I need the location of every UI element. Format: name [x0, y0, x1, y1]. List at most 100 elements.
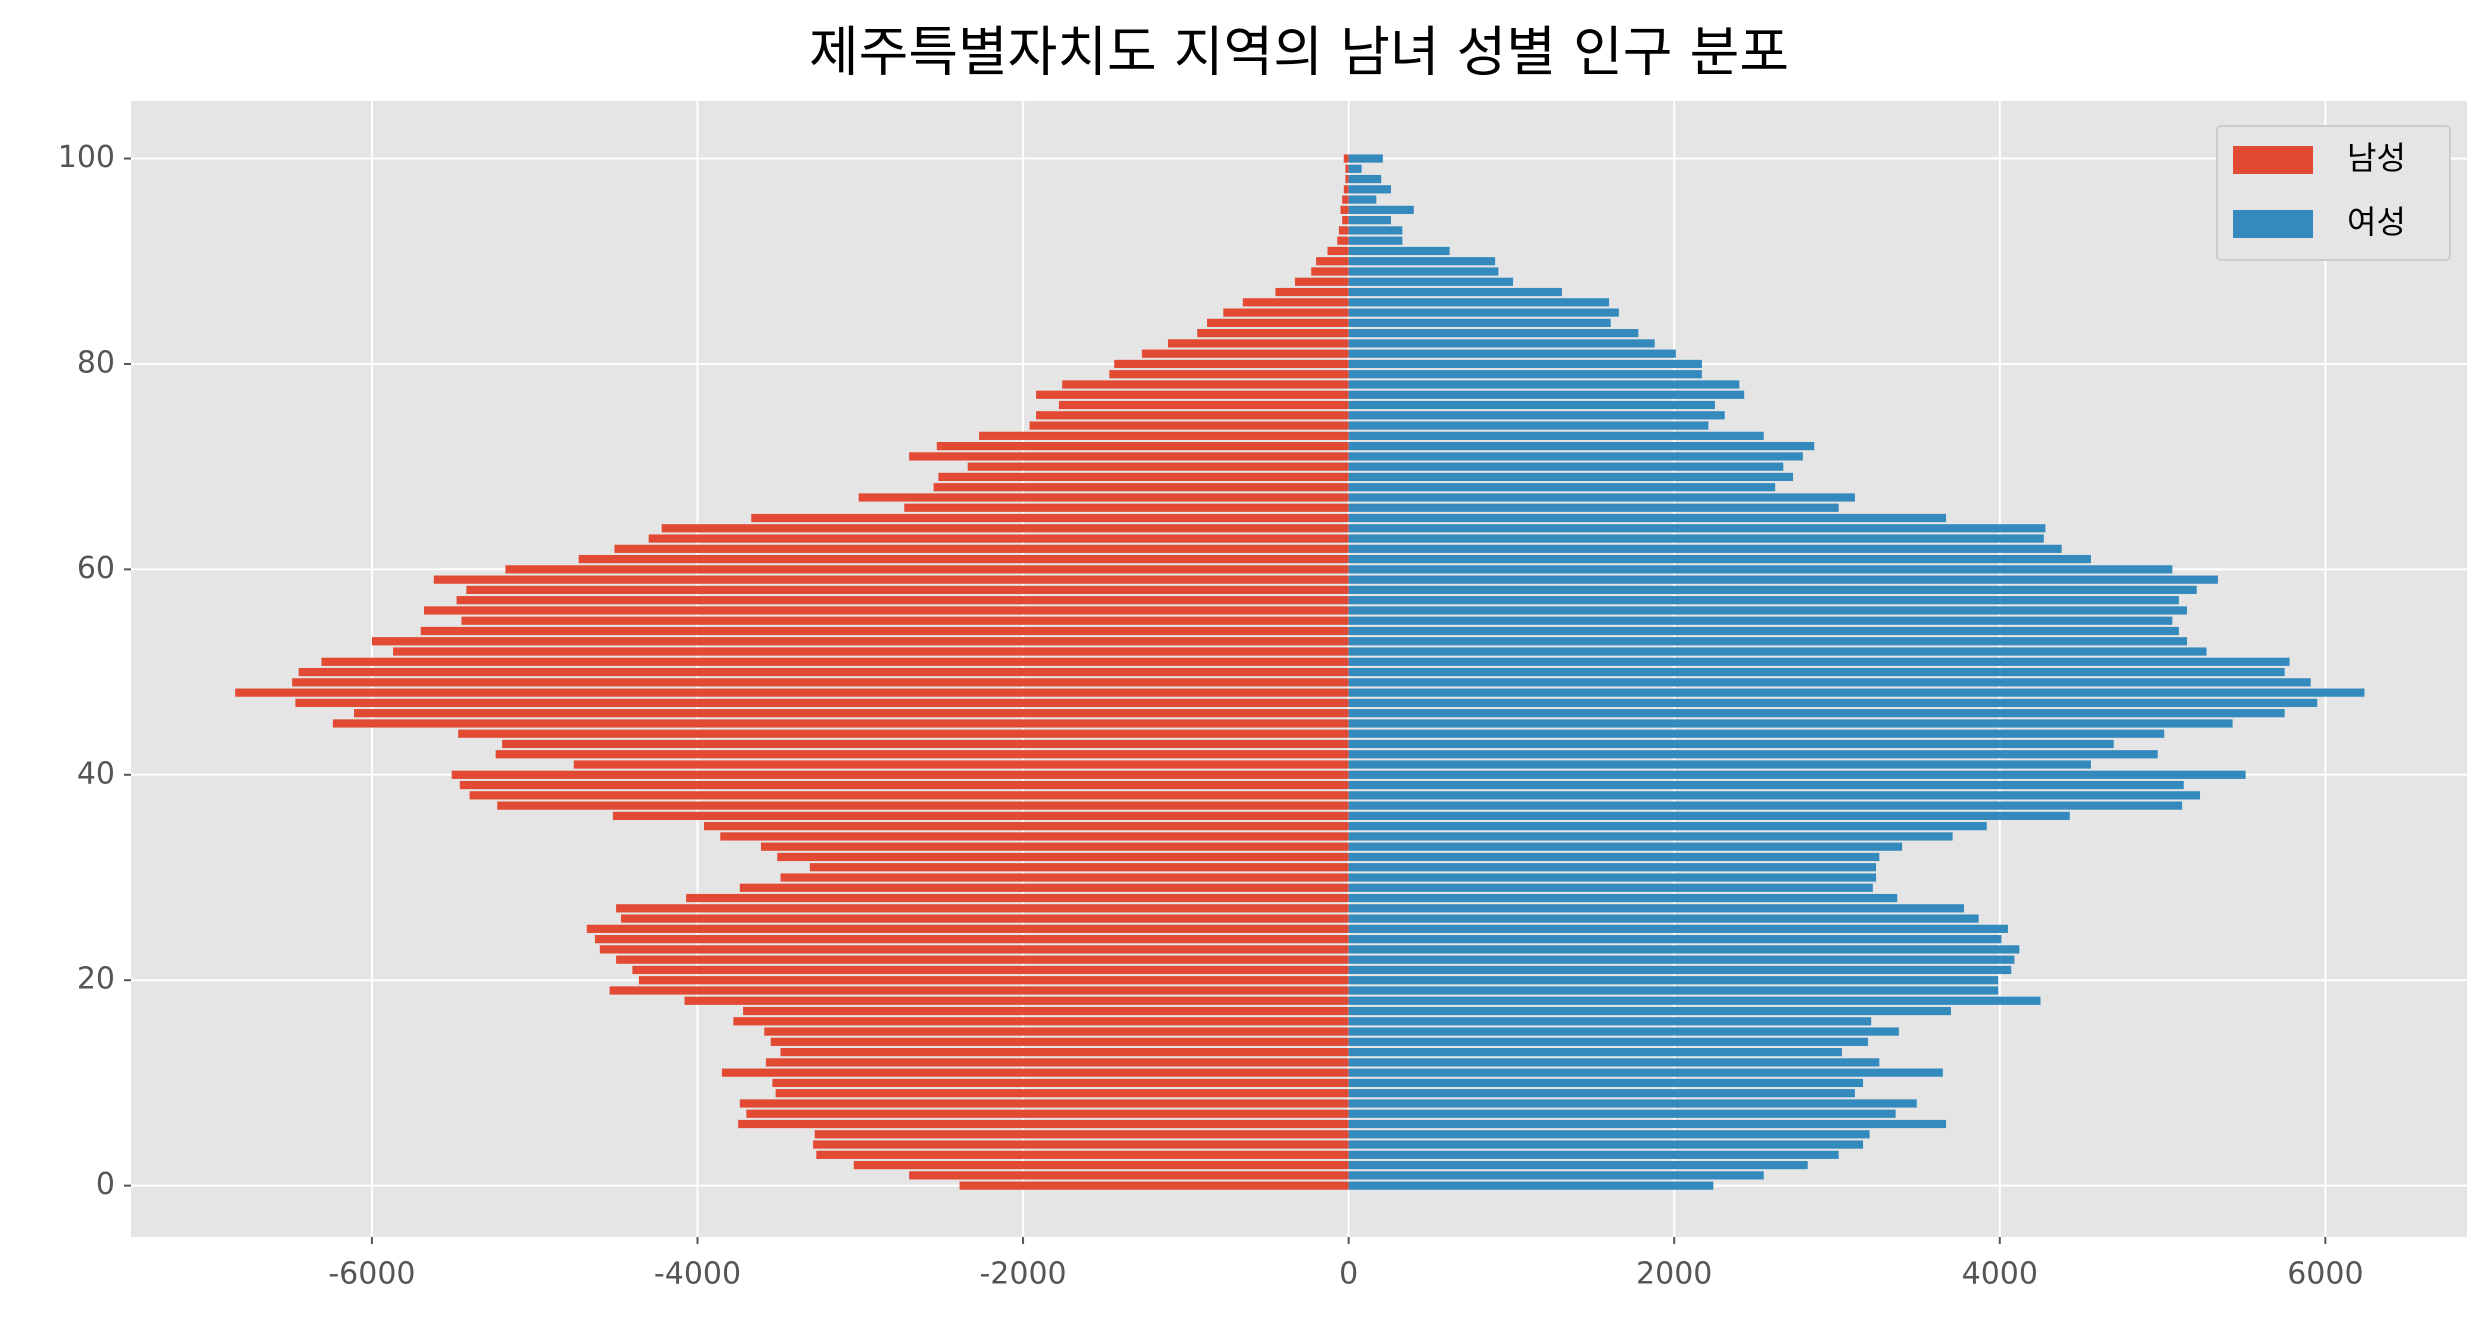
bar [371, 637, 1349, 646]
bar [1348, 452, 1803, 461]
bar [1311, 267, 1349, 276]
bar [1348, 174, 1382, 184]
bar [1345, 164, 1349, 173]
bar [1348, 873, 1877, 882]
bar [1348, 647, 2207, 656]
bar [298, 667, 1349, 677]
bar [1348, 986, 1999, 995]
bar [1348, 852, 1880, 862]
bar [1348, 698, 2318, 708]
y-tick-label: 60 [77, 551, 115, 586]
bar [1348, 822, 1987, 831]
bar [1348, 596, 2179, 605]
x-tick-label: 0 [1339, 1257, 1358, 1292]
bar [638, 976, 1349, 985]
bar [458, 729, 1349, 738]
y-tick-label: 80 [77, 345, 115, 380]
bar [578, 554, 1349, 564]
bar [1348, 1089, 1855, 1098]
bar [433, 575, 1349, 584]
bar [661, 524, 1349, 533]
bar [1348, 626, 2179, 636]
bar [1348, 472, 1794, 482]
bar [780, 1048, 1349, 1057]
bar [1207, 318, 1349, 327]
bar [1348, 308, 1619, 317]
bar [1348, 1140, 1864, 1149]
bar [1340, 205, 1349, 214]
bar [1242, 298, 1349, 307]
bar [684, 996, 1349, 1005]
bar [1197, 329, 1349, 338]
bar [1223, 308, 1349, 317]
bar [770, 1037, 1349, 1046]
bar [1348, 236, 1403, 245]
bar [1337, 236, 1349, 245]
bar [235, 688, 1349, 697]
bar [853, 1160, 1349, 1170]
bar [1343, 154, 1349, 163]
bar [765, 1058, 1349, 1067]
bar [959, 1181, 1349, 1190]
bar [1348, 267, 1499, 276]
bar [967, 462, 1349, 471]
bar [1348, 370, 1702, 379]
bar [1348, 154, 1383, 163]
bar [704, 822, 1349, 831]
bar [612, 811, 1349, 820]
bar [1348, 329, 1639, 338]
bar [1348, 893, 1898, 903]
bar [1348, 863, 1877, 872]
y-tick-label: 20 [77, 962, 115, 997]
bar [1294, 277, 1349, 286]
legend-label: 여성 [2347, 203, 2406, 241]
bar [1348, 195, 1377, 204]
bar [1348, 349, 1676, 358]
bar [1348, 883, 1873, 892]
bar [1348, 1037, 1868, 1046]
bar [1058, 400, 1349, 410]
bar [1348, 421, 1709, 430]
bar [686, 893, 1349, 903]
bar [497, 801, 1349, 810]
bar [733, 1017, 1349, 1026]
bar [1348, 780, 2184, 790]
bar [809, 863, 1349, 872]
bar [1348, 1130, 1870, 1139]
bar [354, 709, 1349, 718]
bar [1348, 483, 1776, 492]
bar [1348, 904, 1964, 913]
bar [1348, 164, 1362, 173]
bar [739, 883, 1349, 892]
bar [1348, 216, 1391, 225]
bar [1348, 914, 1979, 923]
bar [420, 626, 1349, 636]
bar [1275, 287, 1349, 297]
bar [1348, 287, 1562, 297]
bar [936, 442, 1349, 451]
bar [1348, 544, 2062, 553]
bar [459, 780, 1349, 790]
bar [616, 955, 1349, 964]
bar [1348, 1150, 1839, 1159]
bar [1348, 1017, 1872, 1026]
bar [1348, 462, 1784, 471]
bar [1114, 359, 1349, 369]
bar [456, 596, 1349, 605]
bar [816, 1150, 1349, 1159]
bar [1316, 257, 1349, 266]
bar [933, 483, 1349, 492]
bar [738, 1119, 1349, 1129]
bar [909, 1171, 1349, 1180]
bar [1348, 801, 2183, 810]
bar [1348, 1078, 1864, 1088]
bar [743, 1006, 1349, 1016]
bar [1348, 431, 1764, 440]
bar [1348, 513, 1947, 523]
bar [1348, 924, 2008, 933]
bar [1348, 339, 1655, 348]
bar [1348, 411, 1725, 420]
legend-swatch [2233, 146, 2313, 174]
bar [1348, 277, 1514, 286]
bar [1348, 637, 2188, 646]
